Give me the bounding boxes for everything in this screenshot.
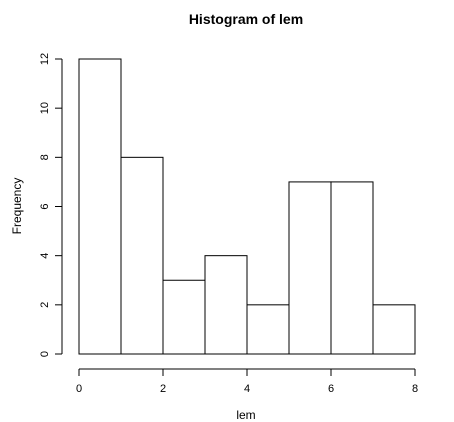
histogram-bar-7 xyxy=(372,304,416,355)
y-tick-label: 4 xyxy=(39,253,51,259)
chart-title: Histogram of lem xyxy=(189,11,303,27)
histogram-bar-1 xyxy=(120,156,164,355)
histogram-bar-4 xyxy=(246,304,290,355)
y-tick-label: 8 xyxy=(39,154,51,160)
y-tick-label: 2 xyxy=(39,302,51,308)
histogram-bar-6 xyxy=(330,181,374,355)
x-tick-label: 8 xyxy=(412,383,418,395)
histogram-bar-0 xyxy=(78,58,122,355)
x-tick-label: 6 xyxy=(328,383,334,395)
y-tick-label: 6 xyxy=(39,203,51,209)
x-tick-label: 2 xyxy=(160,383,166,395)
x-tick-label: 0 xyxy=(76,383,82,395)
x-axis: 0 2 4 6 8 xyxy=(76,368,418,395)
x-axis-label: lem xyxy=(236,408,255,422)
y-tick-label: 10 xyxy=(39,102,51,114)
histogram-bar-3 xyxy=(204,255,248,355)
x-tick-label: 4 xyxy=(244,383,250,395)
y-axis-label: Frequency xyxy=(10,178,24,235)
y-axis: 0 2 4 6 8 10 12 xyxy=(39,53,63,357)
y-tick-label: 12 xyxy=(39,53,51,65)
histogram-bar-5 xyxy=(288,181,332,355)
histogram-bar-2 xyxy=(162,279,206,355)
bars-group xyxy=(78,58,416,355)
y-tick-label: 0 xyxy=(39,351,51,357)
